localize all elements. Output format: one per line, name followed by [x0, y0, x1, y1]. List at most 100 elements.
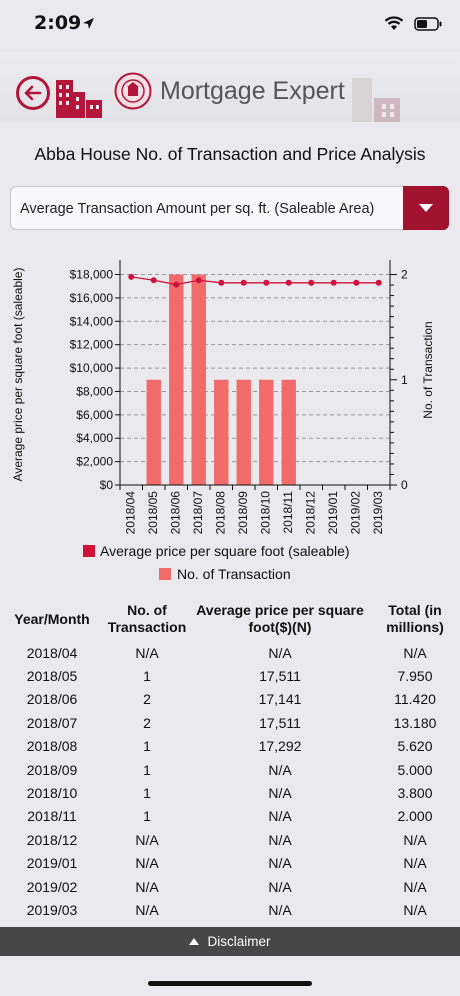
y-tick-label: $16,000	[70, 291, 114, 305]
cell-total: 7.950	[397, 668, 433, 685]
legend-swatch-bar	[159, 568, 171, 580]
transaction-table-container: Year/Month No. of Transaction Average pr…	[0, 597, 460, 927]
x-tick-label: 2018/06	[168, 491, 182, 535]
price-point	[150, 277, 157, 284]
table-row: 2019/03 N/A N/A N/A	[0, 898, 460, 921]
table-header-row: Year/Month No. of Transaction Average pr…	[0, 597, 460, 641]
home-indicator	[148, 981, 312, 986]
arrow-left-icon	[24, 85, 42, 101]
cell-total: 5.000	[397, 761, 433, 778]
x-tick-label: 2018/09	[236, 491, 250, 535]
price-point	[195, 277, 202, 284]
table-row: 2019/02 N/A N/A N/A	[0, 875, 460, 898]
cell-total: 3.800	[397, 785, 433, 802]
table-row: 2018/05 1 17,511 7.950	[0, 664, 460, 687]
y-tick-label: $12,000	[70, 338, 114, 352]
location-arrow-icon	[83, 18, 94, 29]
transaction-table: Year/Month No. of Transaction Average pr…	[0, 597, 460, 927]
x-tick-label: 2018/07	[191, 491, 205, 535]
y2-tick-label: 0	[401, 478, 408, 492]
y-tick-label: $14,000	[70, 314, 114, 328]
cell-total: N/A	[403, 855, 427, 872]
price-point	[173, 281, 180, 288]
cell-year-month: 2018/05	[26, 668, 78, 685]
x-tick-label: 2018/10	[258, 491, 272, 535]
battery-icon	[414, 16, 442, 31]
cell-year-month: 2018/10	[26, 785, 78, 802]
cell-avg-price: N/A	[268, 878, 292, 895]
y-axis-title: Average price per square foot (saleable)	[11, 268, 25, 482]
price-point	[285, 279, 292, 286]
price-point	[353, 279, 360, 286]
back-button[interactable]	[16, 76, 50, 110]
wifi-icon	[384, 16, 404, 30]
cell-transactions: N/A	[135, 831, 159, 848]
cell-total: N/A	[403, 831, 427, 848]
cell-transactions: 1	[143, 785, 151, 802]
cell-total: 2.000	[397, 808, 433, 825]
header-avg-price: Average price per square foot($)(N)	[196, 602, 364, 635]
cell-year-month: 2018/04	[26, 644, 78, 661]
cell-avg-price: N/A	[268, 855, 292, 872]
legend-label: Average price per square foot (saleable)	[100, 543, 350, 559]
cell-year-month: 2018/09	[26, 761, 78, 778]
bar	[214, 379, 229, 485]
price-point	[128, 273, 135, 280]
y-tick-label: $0	[100, 478, 114, 492]
cell-transactions: 1	[143, 761, 151, 778]
table-row: 2019/01 N/A N/A N/A	[0, 852, 460, 875]
metric-select-value: Average Transaction Amount per sq. ft. (…	[20, 201, 375, 217]
y-tick-label: $18,000	[70, 268, 114, 282]
cell-total: N/A	[403, 901, 427, 918]
combo-chart: $0 $2,000 $4,000 $6,000 $8,000 $10,000 $12,000…	[0, 250, 460, 590]
bar	[169, 274, 184, 485]
cell-total: 11.420	[394, 691, 436, 708]
metric-select[interactable]: Average Transaction Amount per sq. ft. (…	[10, 186, 449, 230]
table-row: 2018/07 2 17,511 13.180	[0, 711, 460, 734]
table-row: Total9 48.970	[0, 922, 460, 927]
x-tick-label: 2019/01	[326, 491, 340, 535]
status-time: 2:09	[34, 12, 82, 34]
caret-down-icon	[419, 204, 433, 212]
dropdown-button[interactable]	[403, 186, 449, 230]
table-row: 2018/08 1 17,292 5.620	[0, 735, 460, 758]
cell-total: N/A	[403, 878, 427, 895]
bar	[146, 379, 161, 485]
header-transactions: No. of Transaction	[107, 602, 187, 635]
cell-avg-price: N/A	[268, 831, 292, 848]
cell-total: 5.620	[397, 738, 433, 755]
cell-avg-price: 17,292	[258, 738, 302, 755]
x-tick-label: 2018/08	[213, 491, 227, 535]
y-tick-label: $8,000	[76, 384, 113, 398]
legend-swatch-line	[83, 545, 95, 557]
table-row: 2018/12 N/A N/A N/A	[0, 828, 460, 851]
bar	[236, 379, 251, 485]
cell-avg-price: N/A	[268, 785, 292, 802]
x-tick-label: 2018/12	[303, 491, 317, 535]
cell-avg-price: N/A	[268, 808, 292, 825]
disclaimer-bar[interactable]: Disclaimer	[0, 927, 460, 956]
cell-transactions: N/A	[135, 878, 159, 895]
cell-transactions: N/A	[135, 644, 159, 661]
cell-transactions: 2	[143, 714, 151, 731]
x-tick-label: 2019/03	[371, 491, 385, 535]
cell-avg-price: 17,141	[258, 691, 302, 708]
cell-total: N/A	[403, 644, 427, 661]
buildings-faded-icon	[352, 78, 400, 122]
bar	[191, 274, 206, 485]
chart-svg: $0 $2,000 $4,000 $6,000 $8,000 $10,000 $12,000…	[11, 260, 435, 582]
price-point	[308, 279, 315, 286]
y2-axis-title: No. of Transaction	[421, 321, 435, 418]
price-point	[218, 279, 225, 286]
table-row: 2018/10 1 N/A 3.800	[0, 781, 460, 804]
table-body: 2018/04 N/A N/A N/A 2018/05 1 17,511 7.950 2018/…	[0, 641, 460, 927]
logo-seal-icon	[114, 72, 152, 110]
cell-transactions: 9	[104, 922, 190, 927]
cell-transactions: 1	[143, 738, 151, 755]
buildings-icon	[56, 80, 102, 118]
bar	[281, 379, 296, 485]
price-point	[330, 279, 337, 286]
price-point	[263, 279, 270, 286]
price-point	[240, 279, 247, 286]
cell-transactions: N/A	[135, 855, 159, 872]
